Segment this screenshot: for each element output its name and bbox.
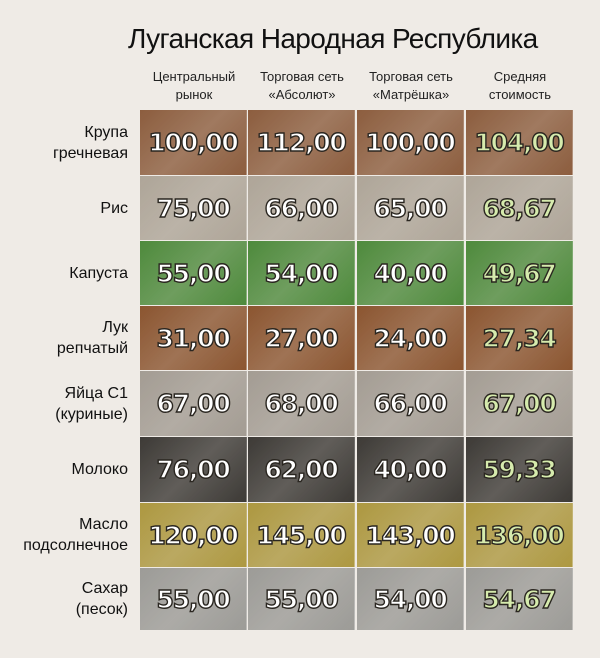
price-cell: 62,00 xyxy=(248,437,355,502)
column-header-line: Торговая сеть xyxy=(260,69,344,84)
average-price: 49,67 xyxy=(466,241,573,305)
product-label-line: Лук xyxy=(102,319,128,336)
price-cell: 66,00 xyxy=(357,371,464,436)
product-label: Сахар (песок) xyxy=(0,568,128,630)
table-row: Масло подсолнечное 120,00 145,00 143,00 136,0… xyxy=(0,503,600,567)
product-label-line: Масло xyxy=(79,516,128,533)
product-label: Рис xyxy=(0,176,128,240)
table-row: Капуста 55,00 54,00 40,00 49,67 xyxy=(0,241,600,305)
table-row: Крупа гречневая 100,00 112,00 100,00 104,00 xyxy=(0,110,600,175)
column-header-line: Центральный xyxy=(152,69,236,84)
product-label-line: Крупа xyxy=(84,123,128,141)
price-cell: 100,00 xyxy=(357,110,464,175)
product-label: Лук репчатый xyxy=(0,306,128,370)
price-cell: 145,00 xyxy=(248,503,355,567)
table-row: Сахар (песок) 55,00 55,00 54,00 54,67 xyxy=(0,568,600,630)
price-cell: 100,00 xyxy=(140,110,247,175)
price-cell: 143,00 xyxy=(357,503,464,567)
average-price: 136,00 xyxy=(466,503,573,567)
price-cell: 40,00 xyxy=(357,241,464,305)
table-row: Рис 75,00 66,00 65,00 68,67 xyxy=(0,176,600,240)
product-label-line: гречневая xyxy=(52,144,128,162)
product-label-line: Сахар xyxy=(81,580,128,597)
price-cell: 112,00 xyxy=(248,110,355,175)
product-label-line: подсолнечное xyxy=(23,537,128,554)
product-label-line: репчатый xyxy=(56,340,128,357)
product-label-line: Капуста xyxy=(69,264,128,282)
column-header: Центральный рынок xyxy=(140,68,248,104)
price-cell: 55,00 xyxy=(140,241,247,305)
price-cell: 75,00 xyxy=(140,176,247,240)
price-cell: 54,00 xyxy=(357,568,464,630)
column-header-line: «Матрёшка» xyxy=(372,87,450,102)
average-price: 54,67 xyxy=(466,568,573,630)
average-price: 59,33 xyxy=(466,437,573,502)
price-cell: 55,00 xyxy=(248,568,355,630)
average-price: 67,00 xyxy=(466,371,573,436)
price-cell: 67,00 xyxy=(140,371,247,436)
product-label: Капуста xyxy=(0,241,128,305)
average-price: 27,34 xyxy=(466,306,573,370)
product-label: Крупа гречневая xyxy=(0,110,128,175)
table-row: Молоко 76,00 62,00 40,00 59,33 xyxy=(0,437,600,502)
price-cell: 40,00 xyxy=(357,437,464,502)
price-cell: 65,00 xyxy=(357,176,464,240)
product-label-line: Рис xyxy=(100,199,128,217)
product-label-line: (песок) xyxy=(75,601,128,618)
column-header-line: рынок xyxy=(175,87,213,102)
price-cell: 68,00 xyxy=(248,371,355,436)
table-row: Яйца С1 (куриные) 67,00 68,00 66,00 67,00 xyxy=(0,371,600,436)
product-label-line: (куриные) xyxy=(55,405,128,423)
column-header-line: «Абсолют» xyxy=(268,87,336,102)
price-cell: 55,00 xyxy=(140,568,247,630)
average-price: 68,67 xyxy=(466,176,573,240)
price-cell: 66,00 xyxy=(248,176,355,240)
price-cell: 76,00 xyxy=(140,437,247,502)
price-cell: 27,00 xyxy=(248,306,355,370)
page-title: Луганская Народная Республика xyxy=(128,23,538,54)
product-label: Масло подсолнечное xyxy=(0,503,128,567)
average-price: 104,00 xyxy=(466,110,573,175)
price-cell: 31,00 xyxy=(140,306,247,370)
column-header: Торговая сеть «Матрёшка» xyxy=(357,68,465,104)
product-label-line: Молоко xyxy=(71,461,128,478)
product-label: Молоко xyxy=(0,437,128,502)
column-header: Средняя стоимость xyxy=(466,68,574,104)
product-label: Яйца С1 (куриные) xyxy=(0,371,128,436)
price-cell: 54,00 xyxy=(248,241,355,305)
table-row: Лук репчатый 31,00 27,00 24,00 27,34 xyxy=(0,306,600,370)
column-header-line: Торговая сеть xyxy=(369,69,453,84)
product-label-line: Яйца С1 xyxy=(64,384,128,402)
price-cell: 24,00 xyxy=(357,306,464,370)
column-header: Торговая сеть «Абсолют» xyxy=(248,68,356,104)
column-header-line: стоимость xyxy=(488,87,552,102)
column-header-line: Средняя xyxy=(493,69,547,84)
price-cell: 120,00 xyxy=(140,503,247,567)
